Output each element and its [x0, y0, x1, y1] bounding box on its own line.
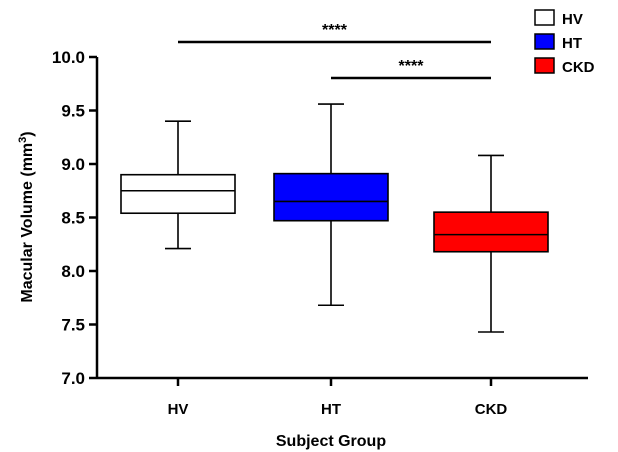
significance-bars: **** ****	[178, 22, 491, 80]
legend-swatch-ht	[534, 33, 555, 50]
iqr-box	[273, 172, 389, 222]
y-tick-label: 8.0	[61, 262, 85, 281]
y-tick-label: 9.0	[61, 155, 85, 174]
legend-label-ht: HT	[562, 35, 582, 52]
legend-swatch-hv	[534, 9, 555, 26]
x-tick-label: HV	[168, 401, 189, 418]
y-axis-title-superscript: 3	[17, 137, 29, 143]
boxes	[120, 103, 549, 386]
y-tick-label: 9.5	[61, 102, 85, 121]
legend: HV HT CKD	[534, 9, 595, 76]
legend-swatch-ckd	[534, 57, 555, 74]
legend-label-ckd: CKD	[562, 59, 595, 76]
legend-label-hv: HV	[562, 11, 583, 28]
box-ckd	[433, 154, 549, 386]
y-axis-title-main: Macular Volume (mm	[19, 143, 36, 303]
x-tick-label: HT	[321, 401, 341, 418]
y-ticks: 7.0 7.5 8.0 8.5 9.0 9.5 10.0	[52, 48, 97, 388]
iqr-box	[120, 173, 236, 215]
y-tick-label: 10.0	[52, 48, 85, 67]
x-tick-labels: HV HT CKD	[168, 401, 508, 418]
y-tick-label: 8.5	[61, 209, 85, 228]
x-axis-title: Subject Group	[276, 433, 386, 450]
significance-label: ****	[322, 22, 348, 39]
x-tick-label: CKD	[475, 401, 508, 418]
significance-label: ****	[399, 58, 425, 75]
iqr-box	[433, 211, 549, 253]
y-tick-label: 7.0	[61, 369, 85, 388]
y-axis-title-tail: )	[19, 131, 36, 136]
y-axis-title: Macular Volume (mm3)	[17, 131, 36, 302]
box-ht	[273, 103, 389, 386]
box-hv	[120, 120, 236, 386]
y-tick-label: 7.5	[61, 316, 85, 335]
